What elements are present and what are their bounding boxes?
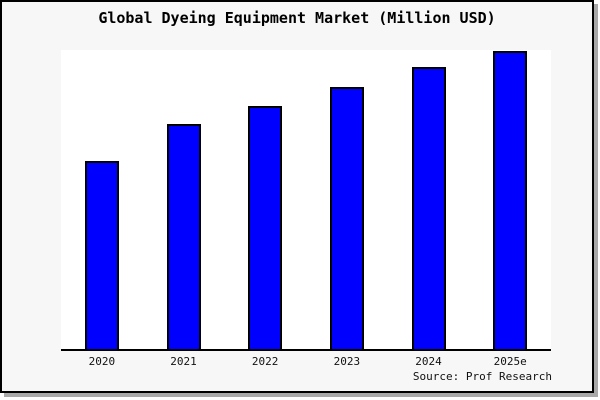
bar-slot-2023 (306, 50, 388, 349)
bar-slot-2024 (388, 50, 470, 349)
bars-container (61, 50, 551, 349)
bar-2023 (329, 86, 364, 349)
bar-2020 (84, 161, 119, 349)
bar-slot-2025e (469, 50, 551, 349)
x-axis-labels: 2020 2021 2022 2023 2024 2025e (61, 355, 551, 368)
bar-slot-2022 (224, 50, 306, 349)
plot-area (61, 50, 551, 351)
source-credit: Source: Prof Research (412, 370, 552, 383)
bar-2022 (248, 105, 283, 349)
chart-frame: Global Dyeing Equipment Market (Million … (0, 0, 594, 393)
x-tick-label-2020: 2020 (88, 355, 116, 368)
bar-slot-2021 (143, 50, 225, 349)
x-tick-label-2022: 2022 (251, 355, 279, 368)
bar-slot-2020 (61, 50, 143, 349)
chart-title: Global Dyeing Equipment Market (Million … (98, 9, 496, 27)
bar-2024 (411, 66, 446, 349)
x-tick-label-2024: 2024 (415, 355, 442, 368)
x-tick-label-2023: 2023 (333, 355, 361, 368)
bar-2021 (166, 124, 201, 349)
x-tick-label-2021: 2021 (170, 355, 197, 368)
bar-2025e (493, 50, 528, 349)
x-tick-label-2025e: 2025e (493, 355, 527, 368)
